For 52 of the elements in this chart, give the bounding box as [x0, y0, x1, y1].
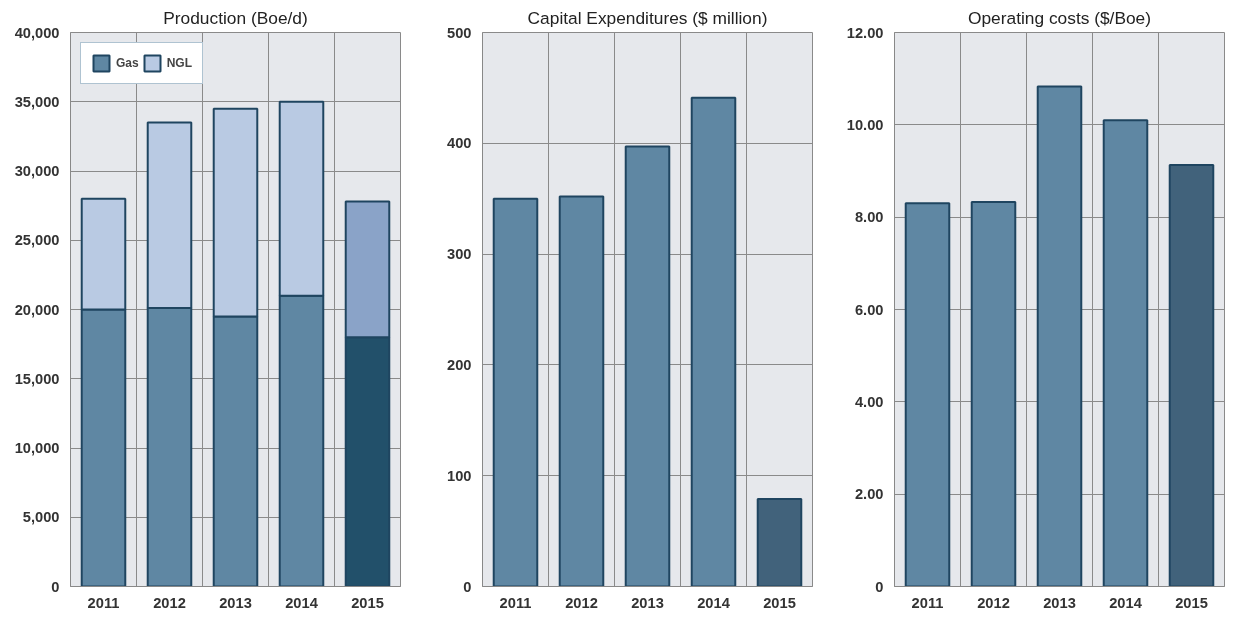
y-tick-label: 35,000 [14, 93, 60, 110]
bar [690, 96, 737, 587]
x-tick-label: 2012 [565, 594, 598, 611]
x-tick-label: 2013 [631, 594, 664, 611]
y-tick-label: 40,000 [14, 24, 60, 41]
chart-title: Capital Expenditures ($ million) [527, 7, 768, 28]
y-tick-label: 0 [875, 578, 884, 595]
y-tick-label: 4.00 [854, 393, 884, 410]
x-tick-label: 2013 [219, 594, 252, 611]
x-tick-label: 2015 [763, 594, 796, 611]
y-tick-label: 200 [447, 356, 472, 373]
y-tick-label: 5,000 [22, 509, 60, 526]
y-tick-label: 100 [447, 467, 472, 484]
bar [1168, 164, 1215, 587]
y-tick-label: 30,000 [14, 163, 60, 179]
y-tick-label: 10,000 [14, 440, 60, 456]
y-tick-label: 8.00 [854, 209, 884, 226]
y-tick-label: 500 [447, 24, 472, 41]
y-tick-label: 2.00 [854, 486, 884, 503]
legend-label: NGL [166, 56, 193, 70]
chart-title: Production (Boe/d) [163, 7, 308, 28]
x-tick-label: 2014 [285, 594, 319, 611]
x-tick-label: 2014 [1109, 594, 1143, 611]
y-tick-label: 25,000 [14, 232, 60, 249]
y-tick-label: 300 [447, 246, 472, 263]
bar [970, 200, 1017, 587]
y-tick-label: 0 [463, 578, 472, 595]
x-tick-label: 2012 [977, 594, 1010, 611]
y-tick-label: 0 [51, 578, 60, 595]
y-tick-label: 400 [447, 135, 472, 152]
bar [624, 145, 671, 587]
bar [558, 195, 605, 587]
x-tick-label: 2014 [697, 594, 731, 611]
y-tick-label: 10.00 [846, 116, 884, 133]
y-tick-label: 20,000 [14, 301, 60, 318]
x-tick-label: 2015 [1175, 594, 1208, 611]
x-tick-label: 2012 [153, 594, 186, 611]
chart-title: Operating costs ($/Boe) [968, 7, 1151, 28]
y-tick-label: 15,000 [14, 370, 60, 387]
bar [1102, 119, 1149, 587]
bar [1036, 85, 1083, 587]
x-tick-label: 2011 [499, 594, 532, 611]
x-tick-label: 2011 [87, 594, 120, 611]
x-tick-label: 2011 [911, 594, 944, 611]
y-tick-label: 12.00 [846, 24, 884, 41]
x-tick-label: 2013 [1043, 594, 1076, 611]
bar [492, 197, 539, 587]
x-tick-label: 2015 [351, 594, 384, 611]
legend-label: Gas [116, 56, 139, 70]
bar [904, 202, 951, 587]
bar [756, 497, 803, 587]
y-tick-label: 6.00 [854, 301, 884, 318]
